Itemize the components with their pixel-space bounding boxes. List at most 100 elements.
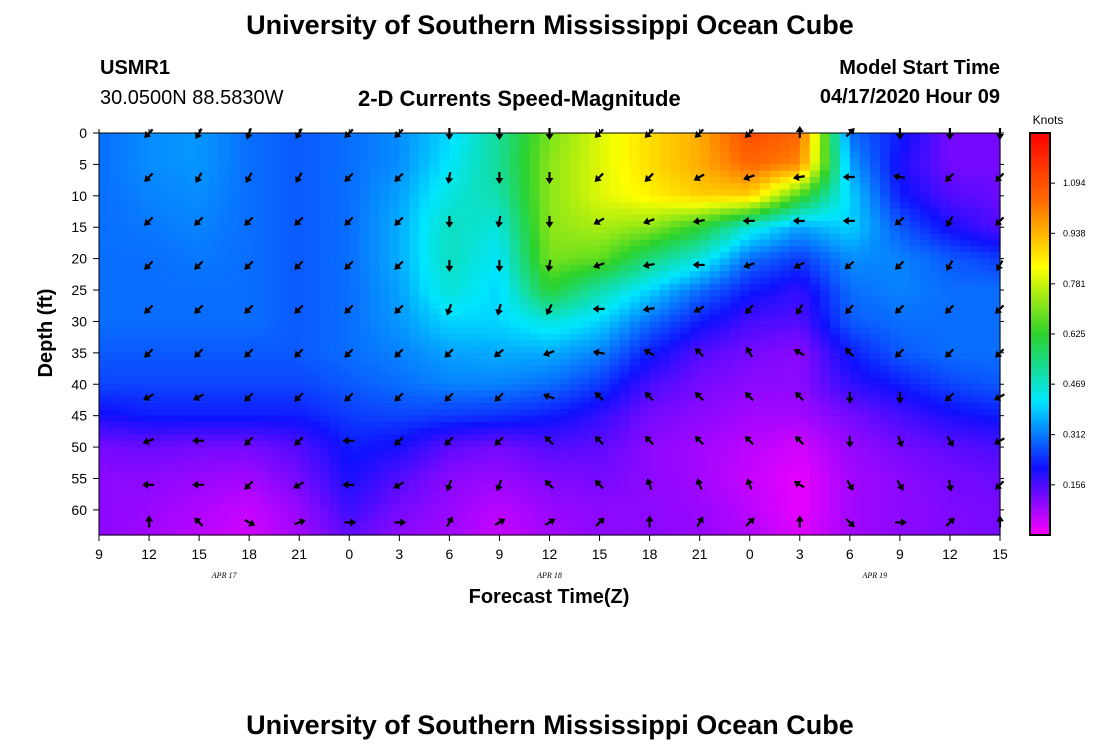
heatmap-cell: [459, 239, 471, 247]
heatmap-cell: [799, 133, 811, 140]
heatmap-cell: [139, 377, 150, 385]
heatmap-cell: [749, 183, 761, 191]
heatmap-cell: [189, 133, 200, 140]
heatmap-cell: [129, 415, 140, 423]
heatmap-cell: [719, 264, 731, 272]
heatmap-cell: [959, 377, 971, 385]
heatmap-cell: [629, 189, 641, 197]
heatmap-cell: [229, 472, 240, 480]
heatmap-cell: [669, 227, 681, 235]
heatmap-cell: [919, 440, 931, 448]
heatmap-cell: [759, 170, 771, 178]
heatmap-cell: [339, 315, 350, 323]
heatmap-cell: [989, 220, 1001, 228]
heatmap-cell: [589, 409, 601, 417]
heatmap-cell: [819, 315, 831, 323]
heatmap-cell: [359, 145, 370, 153]
heatmap-cell: [789, 139, 801, 147]
heatmap-cell: [979, 208, 991, 216]
heatmap-cell: [479, 352, 491, 360]
heatmap-cell: [529, 465, 541, 473]
heatmap-cell: [699, 447, 711, 454]
heatmap-cell: [579, 465, 591, 473]
heatmap-cell: [219, 453, 230, 461]
heatmap-cell: [989, 415, 1001, 423]
heatmap-cell: [99, 403, 110, 410]
heatmap-cell: [439, 271, 450, 279]
heatmap-cell: [249, 421, 260, 429]
heatmap-cell: [959, 334, 971, 341]
heatmap-cell: [479, 396, 491, 404]
heatmap-cell: [469, 239, 481, 247]
heatmap-cell: [459, 283, 471, 291]
heatmap-cell: [429, 352, 440, 360]
heatmap-cell: [899, 214, 911, 222]
heatmap-cell: [919, 308, 931, 316]
heatmap-cell: [239, 133, 250, 140]
heatmap-cell: [159, 246, 170, 253]
heatmap-cell: [119, 359, 130, 367]
heatmap-cell: [719, 447, 731, 454]
heatmap-cell: [399, 384, 410, 392]
heatmap-cell: [859, 145, 871, 153]
heatmap-cell: [639, 334, 651, 341]
heatmap-cell: [789, 145, 801, 153]
heatmap-cell: [899, 409, 911, 417]
heatmap-cell: [229, 133, 240, 140]
heatmap-cell: [319, 151, 330, 159]
heatmap-cell: [249, 396, 260, 404]
heatmap-cell: [929, 220, 941, 228]
heatmap-cell: [679, 365, 691, 373]
heatmap-cell: [699, 252, 711, 260]
heatmap-cell: [699, 271, 711, 279]
heatmap-cell: [469, 365, 481, 373]
heatmap-cell: [649, 183, 661, 191]
heatmap-cell: [879, 246, 891, 253]
heatmap-cell: [369, 246, 380, 253]
heatmap-cell: [509, 227, 521, 235]
heatmap-cell: [529, 252, 541, 260]
heatmap-cell: [159, 334, 170, 341]
heatmap-cell: [689, 352, 701, 360]
heatmap-cell: [159, 396, 170, 404]
heatmap-cell: [569, 472, 581, 480]
heatmap-cell: [369, 164, 380, 172]
heatmap-cell: [569, 264, 581, 272]
heatmap-cell: [729, 308, 741, 316]
heatmap-cell: [519, 434, 531, 442]
heatmap-cell: [169, 296, 180, 304]
heatmap-cell: [199, 321, 210, 329]
heatmap-cell: [479, 151, 491, 159]
heatmap-cell: [579, 133, 591, 140]
heatmap-cell: [379, 403, 390, 410]
heatmap-cell: [479, 145, 491, 153]
heatmap-cell: [719, 170, 731, 178]
heatmap-cell: [199, 440, 210, 448]
heatmap-cell: [429, 283, 440, 291]
heatmap-cell: [739, 258, 751, 266]
heatmap-cell: [319, 308, 330, 316]
heatmap-cell: [279, 214, 290, 222]
heatmap-cell: [699, 214, 711, 222]
heatmap-cell: [459, 277, 471, 285]
heatmap-cell: [269, 365, 280, 373]
heatmap-cell: [679, 403, 691, 410]
heatmap-cell: [119, 290, 130, 297]
heatmap-cell: [689, 340, 701, 348]
heatmap-cell: [459, 252, 471, 260]
heatmap-cell: [659, 352, 671, 360]
heatmap-cell: [489, 214, 501, 222]
heatmap-cell: [849, 264, 861, 272]
heatmap-cell: [719, 283, 731, 291]
heatmap-cell: [399, 308, 410, 316]
heatmap-cell: [799, 384, 811, 392]
heatmap-cell: [209, 277, 220, 285]
heatmap-cell: [359, 308, 370, 316]
heatmap-cell: [919, 214, 931, 222]
heatmap-cell: [219, 308, 230, 316]
heatmap-cell: [929, 396, 941, 404]
heatmap-cell: [769, 133, 781, 140]
heatmap-cell: [929, 434, 941, 442]
heatmap-cell: [939, 327, 951, 335]
heatmap-cell: [579, 440, 591, 448]
